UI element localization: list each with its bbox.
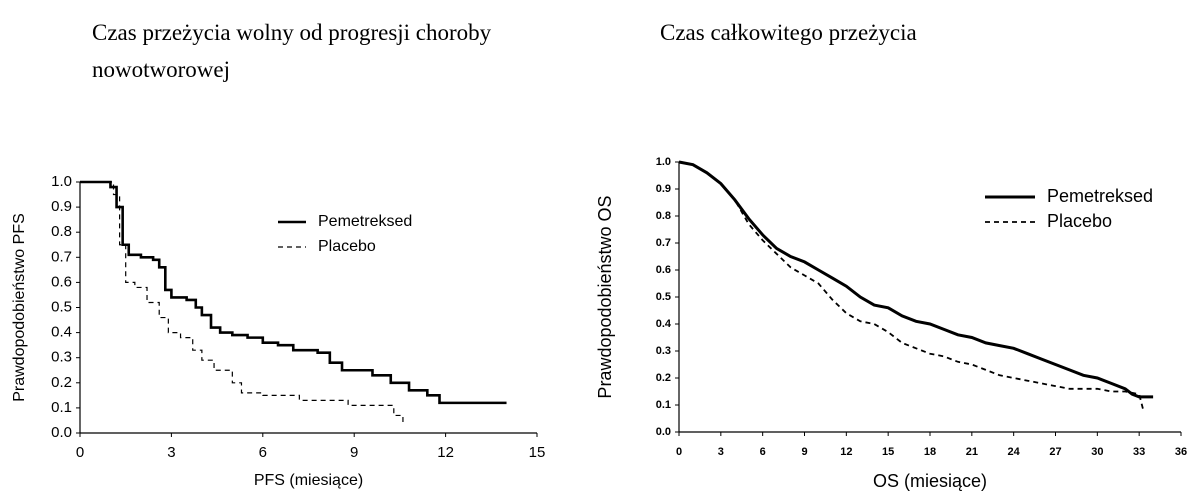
- x-tick-label: 0: [76, 444, 84, 461]
- y-tick-label: 0.2: [51, 374, 72, 391]
- chart-title: Czas przeżycia wolny od progresji chorob…: [92, 20, 492, 82]
- y-tick-label: 0.8: [656, 210, 671, 222]
- x-tick-label: 3: [167, 444, 175, 461]
- x-tick-label: 6: [259, 444, 267, 461]
- x-tick-label: 30: [1091, 446, 1103, 458]
- x-tick-label: 24: [1008, 446, 1021, 458]
- y-tick-label: 0.9: [656, 183, 671, 195]
- x-tick-label: 36: [1175, 446, 1187, 458]
- chart-title: Czas całkowitego przeżycia: [660, 20, 917, 45]
- legend-label: Pemetreksed: [1047, 186, 1153, 206]
- y-tick-label: 0.3: [656, 345, 671, 357]
- y-tick-label: 0.2: [656, 372, 671, 384]
- y-tick-label: 0.4: [656, 318, 672, 330]
- y-tick-label: 0.8: [51, 223, 72, 240]
- legend-label: Placebo: [318, 238, 376, 255]
- y-tick-label: 0.0: [51, 424, 72, 441]
- series-line: [80, 180, 507, 405]
- x-axis-label: PFS (miesiące): [254, 472, 363, 489]
- y-tick-label: 1.0: [656, 156, 671, 168]
- x-tick-label: 18: [924, 446, 936, 458]
- y-tick-label: 0.5: [656, 291, 671, 303]
- y-tick-label: 0.3: [51, 349, 72, 366]
- series-line: [678, 161, 1145, 411]
- y-tick-label: 0.6: [51, 273, 72, 290]
- y-axis-label: Prawdopodobieństwo OS: [595, 195, 615, 398]
- y-tick-label: 0.6: [656, 264, 671, 276]
- y-tick-label: 0.1: [656, 399, 671, 411]
- x-tick-label: 12: [437, 444, 454, 461]
- y-tick-label: 0.0: [656, 426, 671, 438]
- y-axis-label: Prawdopodobieństwo PFS: [11, 213, 28, 402]
- x-tick-label: 9: [801, 446, 807, 458]
- y-tick-label: 0.9: [51, 198, 72, 215]
- x-tick-label: 0: [676, 446, 682, 458]
- y-tick-label: 0.1: [51, 399, 72, 416]
- y-tick-label: 0.4: [51, 324, 72, 341]
- x-tick-label: 15: [529, 444, 546, 461]
- series-line: [80, 181, 406, 424]
- legend-label: Placebo: [1047, 211, 1112, 231]
- x-tick-label: 9: [350, 444, 358, 461]
- x-tick-label: 6: [760, 446, 766, 458]
- x-axis-label: OS (miesiące): [873, 471, 987, 491]
- series-line: [678, 160, 1154, 399]
- x-tick-label: 15: [882, 446, 894, 458]
- x-tick-label: 12: [840, 446, 852, 458]
- x-tick-label: 27: [1049, 446, 1061, 458]
- legend-label: Pemetreksed: [318, 213, 412, 230]
- y-tick-label: 1.0: [51, 173, 72, 190]
- x-tick-label: 3: [718, 446, 724, 458]
- y-tick-label: 0.5: [51, 298, 72, 315]
- x-tick-label: 21: [966, 446, 978, 458]
- x-tick-label: 33: [1133, 446, 1145, 458]
- y-tick-label: 0.7: [51, 248, 72, 265]
- y-tick-label: 0.7: [656, 237, 671, 249]
